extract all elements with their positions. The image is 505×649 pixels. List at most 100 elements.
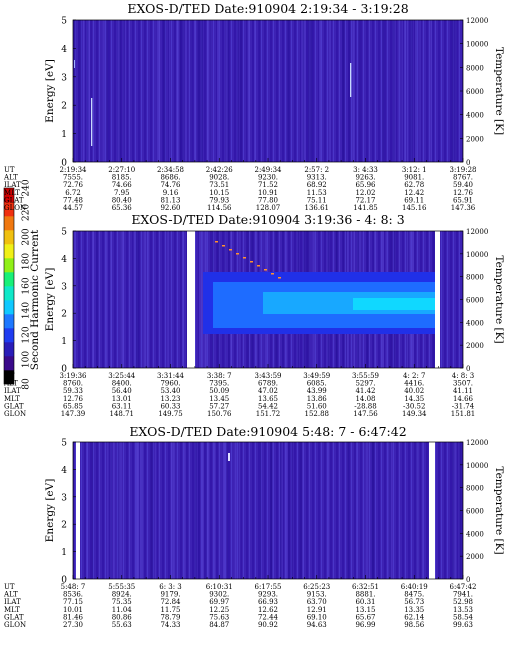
heatmap-striation	[260, 442, 262, 579]
data-dot	[236, 253, 239, 255]
heatmap-striation	[118, 442, 120, 579]
table-cell: 2:42:26	[206, 166, 234, 174]
table-cell: 92.60	[160, 204, 180, 212]
heatmap-striation	[390, 442, 393, 579]
y-tick-label: 1	[61, 548, 67, 558]
y-tick-label: 5	[61, 228, 67, 238]
table-row-label: MLT	[4, 189, 20, 197]
table-cell: 41.42	[355, 387, 375, 395]
table-cell: 77.15	[63, 598, 83, 606]
heatmap-striation	[155, 442, 157, 579]
heatmap-striation	[454, 442, 457, 579]
y2-axis-label: Temperature [K]	[493, 47, 505, 135]
table-cell: 52.98	[453, 598, 473, 606]
table-cell: 12.76	[63, 395, 84, 403]
heatmap-striation	[421, 442, 423, 579]
table-cell: 55.63	[112, 621, 132, 629]
heatmap-striation	[200, 20, 203, 162]
y-tick-label: 3	[61, 73, 67, 83]
colorbar-segment	[4, 328, 14, 343]
heatmap-striation	[185, 20, 188, 162]
heatmap-striation	[179, 20, 181, 162]
table-cell: 148.71	[110, 410, 135, 418]
table-cell: 9028.	[209, 174, 229, 182]
table-cell: 7941.	[453, 591, 473, 599]
table-cell: 11.75	[160, 606, 180, 614]
table-cell: 147.39	[61, 410, 86, 418]
table-cell: 149.75	[158, 410, 183, 418]
table-cell: 6.72	[65, 189, 81, 197]
heatmap-striation	[141, 442, 144, 579]
heatmap-striation	[237, 20, 239, 162]
y-tick-label: 3	[61, 493, 67, 503]
table-cell: 5:55:35	[108, 583, 135, 591]
heatmap-striation	[352, 20, 355, 162]
y-tick-label: 0	[61, 365, 67, 375]
heatmap-striation	[329, 20, 332, 162]
table-cell: 12.91	[307, 606, 327, 614]
panel-title: EXOS-D/TED Date:910904 5:48: 7 - 6:47:42	[129, 424, 406, 439]
heatmap-striation	[281, 442, 283, 579]
table-cell: 63.11	[112, 402, 132, 410]
data-dot	[222, 245, 225, 247]
heatmap-striation	[87, 20, 89, 162]
table-cell: 69.10	[307, 613, 327, 621]
heatmap-striation	[410, 20, 413, 162]
heatmap-striation	[270, 442, 272, 579]
y-tick-label: 0	[61, 576, 67, 586]
heatmap-striation	[358, 20, 361, 162]
table-cell: 3:55:59	[352, 372, 379, 380]
heatmap-striation	[303, 20, 306, 162]
table-cell: 59.33	[63, 387, 83, 395]
y-tick-label: 0	[61, 159, 67, 169]
heatmap-striation	[80, 20, 82, 162]
table-cell: 78.79	[160, 613, 180, 621]
colorbar-segment	[4, 230, 14, 245]
y-tick-label: 3	[61, 282, 67, 292]
heatmap-striation	[107, 442, 109, 579]
heatmap-striation	[404, 20, 406, 162]
table-row-label: ILAT	[4, 181, 21, 189]
heatmap-striation	[234, 442, 236, 579]
table-cell: 74.66	[112, 181, 133, 189]
heatmap-striation	[120, 231, 122, 368]
y2-tick-label: 8000	[466, 64, 484, 72]
colorbar-segment	[4, 188, 14, 203]
heatmap-striation	[347, 442, 350, 579]
table-cell: 141.85	[353, 204, 378, 212]
heatmap-striation	[271, 442, 273, 579]
heatmap-striation	[197, 20, 200, 162]
heatmap-striation	[307, 20, 310, 162]
colorbar-tick-label: 220	[22, 204, 32, 221]
y2-tick-label: 6000	[466, 508, 484, 516]
table-cell: 6789.	[258, 380, 278, 388]
table-cell: 47.02	[258, 387, 278, 395]
heatmap-striation	[119, 20, 121, 162]
heatmap-striation	[106, 20, 109, 162]
heatmap-striation	[73, 231, 75, 368]
table-cell: 62.78	[404, 181, 424, 189]
panel-title: EXOS-D/TED Date:910904 3:19:36 - 4: 8: 3	[131, 212, 404, 227]
table-cell: 9263.	[355, 174, 375, 182]
colorbar-segment	[4, 258, 14, 273]
table-cell: -31.74	[452, 402, 475, 410]
heatmap-striation	[298, 442, 301, 579]
heatmap-striation	[210, 20, 212, 162]
panel-title: EXOS-D/TED Date:910904 2:19:34 - 3:19:28	[127, 1, 408, 16]
table-cell: 147.36	[451, 204, 476, 212]
colorbar: 240 220 200 180 160 140 120 100 80 Second Harmoni…	[3, 179, 41, 390]
table-cell: 8760.	[63, 380, 83, 388]
table-cell: 147.56	[353, 410, 378, 418]
table-cell: 81.46	[63, 613, 84, 621]
panel-1: EXOS-D/TED Date:910904 2:19:34 - 3:19:28…	[3, 1, 505, 212]
heatmap-striation	[451, 20, 454, 162]
table-cell: 136.61	[305, 204, 330, 212]
table-cell: 59.40	[453, 181, 473, 189]
data-gap	[429, 442, 435, 579]
table-cell: 3: 4:33	[353, 166, 378, 174]
y2-tick-label: 2000	[466, 135, 484, 143]
heatmap-striation	[406, 20, 409, 162]
table-cell: 53.40	[160, 387, 180, 395]
table-cell: 145.16	[402, 204, 427, 212]
heatmap-striation	[171, 442, 173, 579]
